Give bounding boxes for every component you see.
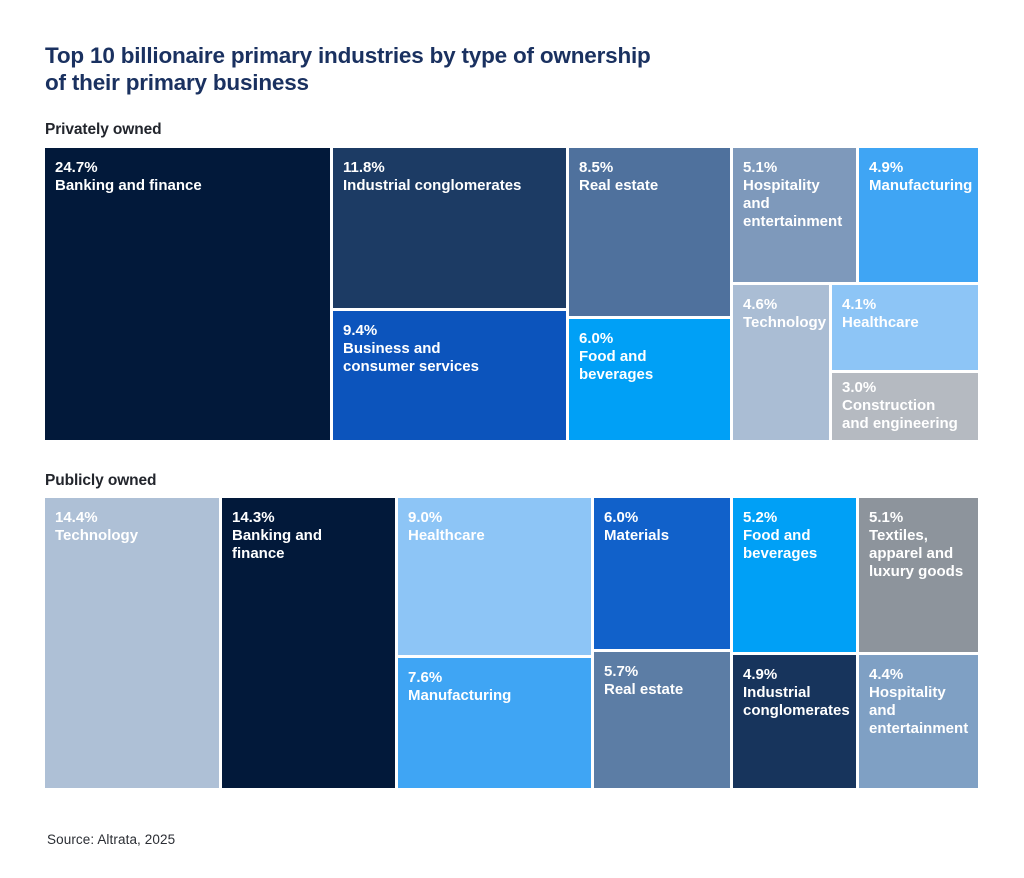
tile-private-banking-and-finance: 24.7% Banking and finance xyxy=(45,148,330,440)
section-heading-privately-owned: Privately owned xyxy=(45,121,162,138)
tile-value: 24.7% xyxy=(55,159,98,176)
tile-private-healthcare: 4.1% Healthcare xyxy=(832,285,978,370)
tile-label: Hospitality and entertainment xyxy=(743,177,843,230)
tile-public-manufacturing: 7.6% Manufacturing xyxy=(398,658,591,788)
tile-label: Banking and finance xyxy=(55,177,202,194)
tile-label: Business and consumer services xyxy=(343,340,479,375)
tile-value: 4.6% xyxy=(743,296,778,313)
tile-private-manufacturing: 4.9% Manufacturing xyxy=(859,148,978,282)
tile-value: 4.1% xyxy=(842,296,877,313)
tile-label: Real estate xyxy=(604,681,684,698)
tile-private-technology: 4.6% Technology xyxy=(733,285,829,440)
tile-label: Real estate xyxy=(579,177,659,194)
tile-label: Food and beverages xyxy=(579,348,654,383)
tile-value: 9.4% xyxy=(343,322,378,339)
tile-value: 5.1% xyxy=(869,509,904,526)
tile-label: Food and beverages xyxy=(743,527,818,562)
tile-public-industrial-conglomerates: 4.9% Industrial conglomerates xyxy=(733,655,856,788)
tile-value: 5.7% xyxy=(604,663,639,680)
tile-value: 7.6% xyxy=(408,669,443,686)
page-title: Top 10 billionaire primary industries by… xyxy=(45,43,651,95)
tile-label: Manufacturing xyxy=(869,177,973,194)
tile-public-textiles-apparel-luxury-goods: 5.1% Textiles, apparel and luxury goods xyxy=(859,498,978,652)
tile-label: Healthcare xyxy=(408,527,485,544)
tile-private-business-and-consumer-services: 9.4% Business and consumer services xyxy=(333,311,566,440)
source-note: Source: Altrata, 2025 xyxy=(47,832,176,847)
tile-value: 14.3% xyxy=(232,509,275,526)
tile-private-industrial-conglomerates: 11.8% Industrial conglomerates xyxy=(333,148,566,308)
tile-public-real-estate: 5.7% Real estate xyxy=(594,652,730,788)
tile-value: 5.1% xyxy=(743,159,778,176)
tile-label: Technology xyxy=(743,314,827,331)
tile-private-food-and-beverages: 6.0% Food and beverages xyxy=(569,319,730,440)
tile-value: 4.9% xyxy=(869,159,904,176)
tile-label: Construction and engineering xyxy=(842,397,958,432)
tile-label: Healthcare xyxy=(842,314,919,331)
tile-value: 5.2% xyxy=(743,509,778,526)
tile-label: Hospitality and entertainment xyxy=(869,684,969,737)
tile-public-technology: 14.4% Technology xyxy=(45,498,219,788)
tile-label: Technology xyxy=(55,527,139,544)
tile-private-construction-and-engineering: 3.0% Construction and engineering xyxy=(832,373,978,440)
tile-value: 4.4% xyxy=(869,666,904,683)
tile-private-hospitality-and-entertainment: 5.1% Hospitality and entertainment xyxy=(733,148,856,282)
section-heading-publicly-owned: Publicly owned xyxy=(45,472,157,489)
tile-value: 3.0% xyxy=(842,379,877,396)
tile-label: Manufacturing xyxy=(408,687,512,704)
treemap-publicly-owned: 14.4% Technology 14.3% Banking and finan… xyxy=(45,498,978,788)
tile-label: Industrial conglomerates xyxy=(343,177,522,194)
tile-value: 11.8% xyxy=(343,159,385,176)
tile-label: Materials xyxy=(604,527,670,544)
treemap-privately-owned: 24.7% Banking and finance 11.8% Industri… xyxy=(45,148,978,440)
tile-public-banking-and-finance: 14.3% Banking and finance xyxy=(222,498,395,788)
tile-public-food-and-beverages: 5.2% Food and beverages xyxy=(733,498,856,652)
tile-public-materials: 6.0% Materials xyxy=(594,498,730,649)
tile-value: 14.4% xyxy=(55,509,98,526)
tile-public-hospitality-and-entertainment: 4.4% Hospitality and entertainment xyxy=(859,655,978,788)
tile-value: 8.5% xyxy=(579,159,614,176)
tile-label: Banking and finance xyxy=(232,527,323,562)
tile-value: 6.0% xyxy=(579,330,614,347)
tile-label: Textiles, apparel and luxury goods xyxy=(869,527,964,580)
tile-value: 4.9% xyxy=(743,666,778,683)
tile-value: 6.0% xyxy=(604,509,639,526)
tile-label: Industrial conglomerates xyxy=(743,684,850,719)
tile-public-healthcare: 9.0% Healthcare xyxy=(398,498,591,655)
tile-value: 9.0% xyxy=(408,509,443,526)
tile-private-real-estate: 8.5% Real estate xyxy=(569,148,730,316)
